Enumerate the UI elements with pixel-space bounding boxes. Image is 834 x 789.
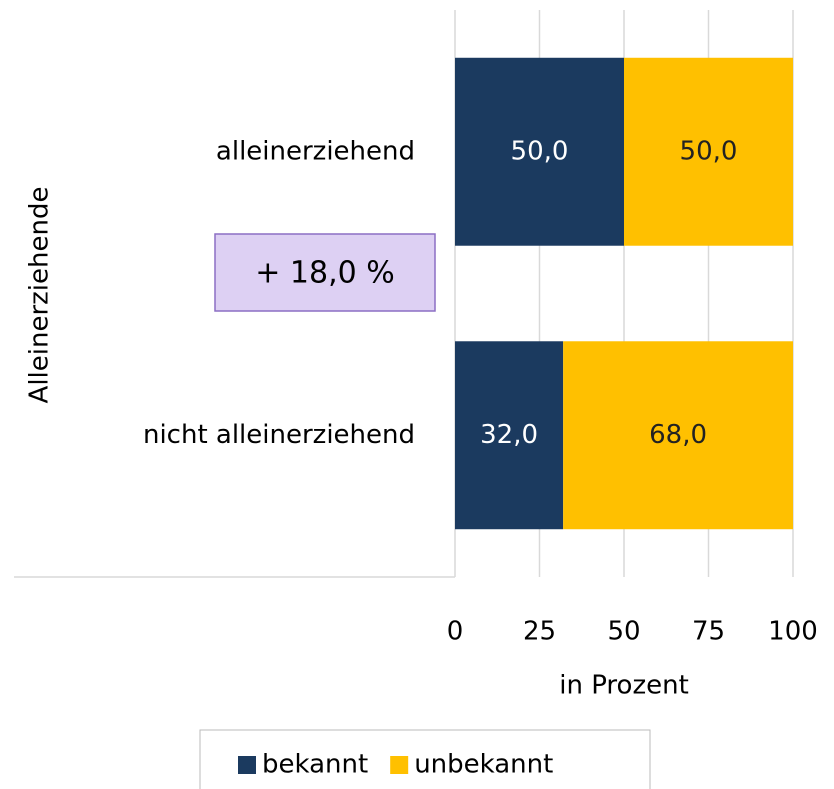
x-tick-label: 75 <box>692 617 725 647</box>
data-label: 50,0 <box>511 136 569 166</box>
x-tick-label: 25 <box>523 617 556 647</box>
x-tick-label: 50 <box>607 617 640 647</box>
annotation-box <box>214 233 436 312</box>
data-label: 32,0 <box>480 420 538 450</box>
data-label: 68,0 <box>649 420 707 450</box>
data-label: 50,0 <box>680 136 738 166</box>
annotation: + 18,0 % <box>255 256 395 291</box>
x-tick-label: 0 <box>447 617 464 647</box>
bar-segment <box>455 57 624 246</box>
bar-segment <box>624 57 793 246</box>
legend-marker <box>238 756 256 774</box>
x-axis-title: in Prozent <box>559 671 689 701</box>
legend-label: unbekannt <box>414 750 553 780</box>
y-axis-title: Alleinerziehende <box>25 187 55 404</box>
bar-segment <box>455 341 564 530</box>
y-tick-label: nicht alleinerziehend <box>143 420 415 450</box>
x-tick-label: 100 <box>768 617 818 647</box>
bar-segment <box>563 341 793 530</box>
legend-marker <box>390 756 409 774</box>
y-tick-label: alleinerziehend <box>216 136 415 166</box>
legend-label: bekannt <box>262 750 368 780</box>
legend-box <box>199 729 651 789</box>
